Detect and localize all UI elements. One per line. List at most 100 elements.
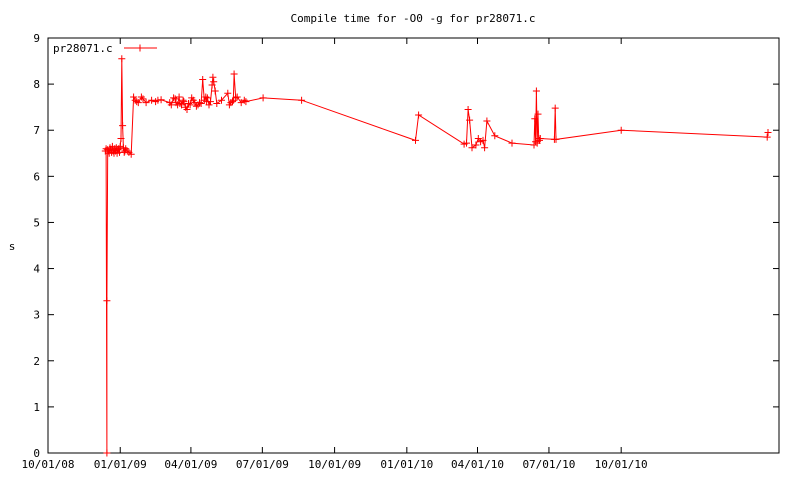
y-axis-label: s bbox=[9, 240, 16, 253]
data-point bbox=[466, 116, 474, 124]
y-tick-label: 6 bbox=[33, 170, 40, 183]
data-point bbox=[534, 110, 542, 118]
data-point bbox=[123, 147, 131, 155]
data-point bbox=[116, 142, 124, 150]
x-tick-label: 04/01/09 bbox=[164, 458, 217, 471]
data-point bbox=[119, 122, 127, 130]
x-tick-label: 07/01/10 bbox=[522, 458, 575, 471]
legend-marker bbox=[136, 44, 144, 52]
data-point bbox=[117, 135, 125, 142]
data-point bbox=[103, 297, 111, 305]
data-point bbox=[199, 76, 207, 83]
data-point bbox=[205, 101, 213, 109]
data-point bbox=[186, 101, 194, 109]
data-point bbox=[764, 129, 772, 136]
data-point bbox=[170, 94, 178, 102]
data-point bbox=[229, 98, 236, 106]
data-point bbox=[259, 94, 267, 102]
data-point bbox=[463, 139, 470, 147]
data-point bbox=[532, 87, 540, 95]
x-axis: 10/01/08 01/01/09 04/01/09 07/01/09 10/01/09… bbox=[22, 38, 648, 471]
data-point bbox=[139, 95, 147, 103]
x-tick-label: 01/01/10 bbox=[380, 458, 433, 471]
data-point bbox=[180, 98, 188, 106]
data-point bbox=[118, 55, 126, 63]
data-point bbox=[211, 87, 219, 95]
data-point bbox=[481, 144, 489, 152]
data-point bbox=[157, 96, 165, 104]
data-point bbox=[208, 81, 216, 89]
data-point bbox=[185, 100, 192, 107]
y-tick-label: 2 bbox=[33, 355, 40, 368]
data-point bbox=[224, 89, 232, 97]
data-point bbox=[232, 94, 240, 102]
data-point bbox=[472, 141, 480, 149]
data-point bbox=[167, 101, 175, 109]
legend-label: pr28071.c bbox=[53, 42, 113, 55]
data-point bbox=[127, 150, 135, 158]
data-point bbox=[763, 133, 771, 141]
chart-title: Compile time for -O0 -g for pr28071.c bbox=[290, 12, 535, 25]
y-tick-label: 5 bbox=[33, 216, 40, 229]
series-group bbox=[101, 55, 772, 457]
data-point bbox=[134, 99, 142, 107]
y-tick-label: 3 bbox=[33, 309, 40, 322]
data-point bbox=[479, 136, 487, 144]
data-point bbox=[531, 115, 539, 123]
data-point bbox=[142, 99, 150, 107]
data-point bbox=[551, 104, 559, 112]
data-point bbox=[179, 96, 187, 104]
y-tick-label: 8 bbox=[33, 78, 40, 91]
x-tick-label: 10/01/09 bbox=[308, 458, 361, 471]
data-point bbox=[230, 70, 238, 78]
data-point bbox=[103, 449, 111, 457]
data-point bbox=[218, 96, 225, 104]
data-point bbox=[552, 135, 560, 143]
data-point bbox=[175, 93, 183, 101]
y-tick-label: 9 bbox=[33, 32, 40, 45]
data-point bbox=[209, 73, 217, 81]
data-point bbox=[148, 96, 156, 104]
data-point bbox=[242, 98, 250, 106]
data-point bbox=[203, 94, 211, 102]
data-point bbox=[183, 106, 191, 113]
data-point bbox=[508, 139, 516, 147]
data-point bbox=[196, 99, 203, 107]
data-point bbox=[483, 117, 491, 125]
x-tick-label: 01/01/09 bbox=[94, 458, 147, 471]
data-point bbox=[210, 78, 218, 86]
y-tick-label: 4 bbox=[33, 263, 40, 276]
data-point bbox=[240, 96, 248, 104]
data-point bbox=[133, 98, 141, 106]
data-point bbox=[468, 144, 476, 152]
data-point bbox=[464, 106, 472, 113]
data-point bbox=[213, 100, 221, 107]
y-tick-label: 1 bbox=[33, 401, 40, 414]
data-point bbox=[491, 132, 499, 140]
data-point bbox=[532, 138, 540, 146]
x-tick-label: 10/01/10 bbox=[595, 458, 648, 471]
data-point bbox=[197, 100, 205, 107]
data-point bbox=[192, 102, 200, 110]
data-point bbox=[130, 93, 138, 101]
plot-frame bbox=[47, 37, 780, 454]
y-axis: 0 1 2 3 4 5 6 7 8 9 bbox=[33, 32, 779, 460]
data-point bbox=[233, 93, 241, 101]
y-tick-label: 7 bbox=[33, 124, 40, 137]
legend: pr28071.c bbox=[53, 42, 157, 55]
data-point bbox=[412, 136, 419, 144]
x-tick-label: 10/01/08 bbox=[22, 458, 75, 471]
data-point bbox=[202, 93, 210, 101]
data-point bbox=[415, 111, 423, 119]
series-line bbox=[104, 58, 769, 454]
data-point bbox=[176, 100, 184, 107]
data-point bbox=[536, 135, 544, 142]
data-point bbox=[617, 126, 625, 134]
y-tick-label: 0 bbox=[33, 447, 40, 460]
x-tick-label: 04/01/10 bbox=[451, 458, 504, 471]
x-tick-label: 07/01/09 bbox=[236, 458, 289, 471]
data-point bbox=[298, 96, 306, 104]
data-point bbox=[171, 95, 179, 103]
data-point bbox=[207, 98, 214, 106]
